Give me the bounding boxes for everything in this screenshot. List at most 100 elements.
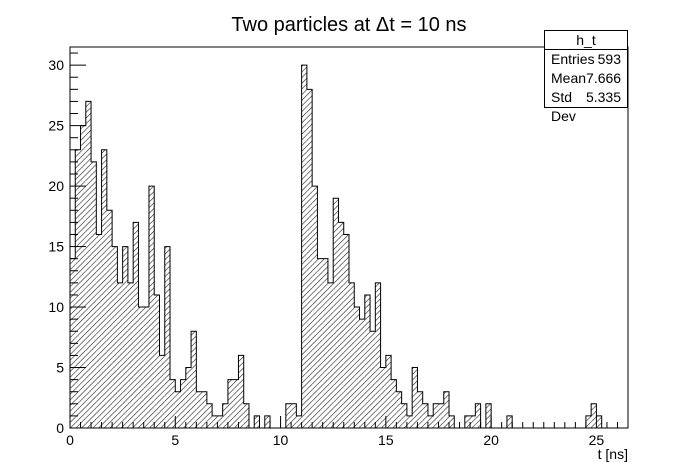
y-tick-label: 15 <box>48 239 64 255</box>
stats-std-row: Std Dev 5.335 <box>545 88 627 124</box>
stats-mean-value: 7.666 <box>586 70 622 86</box>
histogram-bar <box>133 222 139 428</box>
histogram-bar <box>212 415 218 428</box>
x-axis-label: t [ns] <box>598 446 628 462</box>
x-axis: 0 5 10 15 20 25 <box>66 416 629 448</box>
chart-title: Two particles at Δt = 10 ns <box>231 14 466 36</box>
histogram-bar <box>122 246 128 428</box>
histogram-bar <box>370 331 376 428</box>
histogram-bar <box>170 379 176 428</box>
histogram-bar <box>506 415 513 428</box>
stats-mean-label: Mean <box>551 70 587 86</box>
histogram-bar <box>180 379 186 428</box>
histogram-bar <box>222 403 228 428</box>
y-tick-label: 5 <box>56 360 64 376</box>
histogram-bar <box>338 222 344 428</box>
histogram-bar <box>243 403 249 428</box>
histogram-bar <box>127 282 134 428</box>
histogram-bar <box>585 415 592 428</box>
histogram-bar <box>112 246 118 428</box>
stats-box: h_t Entries 593 Mean 7.666 Std Dev 5.335 <box>544 30 628 124</box>
stats-entries-label: Entries <box>551 51 595 67</box>
histogram-bar <box>354 307 360 428</box>
histogram-bar <box>322 258 328 428</box>
histogram-bar <box>75 149 81 429</box>
histogram-bar <box>391 379 397 428</box>
histogram-bar <box>475 403 481 428</box>
histogram-bar <box>375 282 381 428</box>
histogram-bar <box>349 282 355 428</box>
histogram-bar <box>385 355 392 428</box>
y-axis: 0 5 10 15 20 25 30 <box>48 52 86 436</box>
histogram-bar <box>201 391 207 428</box>
histogram-bar <box>359 319 365 428</box>
histogram-bar <box>285 403 292 428</box>
histogram-bar <box>143 307 149 428</box>
histogram-bar <box>422 403 428 428</box>
x-tick-label: 20 <box>483 432 499 448</box>
histogram-bar <box>464 415 471 428</box>
x-tick-label: 15 <box>378 432 394 448</box>
histogram-bar <box>159 355 165 428</box>
plot-frame <box>69 46 629 429</box>
histogram-bar <box>238 355 244 428</box>
y-tick-label: 10 <box>48 299 64 315</box>
x-tick-label: 0 <box>66 432 74 448</box>
histogram-bar <box>164 246 171 428</box>
histogram-bar <box>227 379 234 428</box>
histogram-bar <box>333 198 339 428</box>
histogram-bar <box>196 391 202 428</box>
histogram-bar <box>596 415 602 428</box>
histogram-bar <box>91 161 97 428</box>
histogram-bars <box>70 65 602 429</box>
histogram-bar <box>106 210 113 428</box>
stats-entries-value: 593 <box>597 51 621 67</box>
histogram-bar <box>443 391 450 428</box>
histogram-bar <box>217 415 223 428</box>
histogram-bar <box>591 403 597 428</box>
histogram-bar <box>206 403 213 428</box>
histogram-bar <box>343 234 349 428</box>
y-tick-label: 20 <box>48 178 64 194</box>
histogram-bar <box>175 391 181 428</box>
x-tick-label: 25 <box>589 432 605 448</box>
stats-mean-row: Mean 7.666 <box>545 69 627 88</box>
histogram-bar <box>406 415 413 428</box>
histogram-bar <box>433 403 439 428</box>
histogram-bar <box>185 367 192 428</box>
histogram-bar <box>417 391 423 428</box>
stats-entries-row: Entries 593 <box>545 50 627 69</box>
histogram-bar <box>85 101 92 428</box>
histogram-bar <box>427 415 434 428</box>
y-tick-label: 25 <box>48 118 64 134</box>
histogram-bar <box>296 415 302 428</box>
histogram-bar <box>412 367 418 428</box>
x-tick-label: 10 <box>273 432 289 448</box>
y-tick-label: 30 <box>48 57 64 73</box>
histogram-bar <box>254 415 260 428</box>
histogram-bar <box>117 282 123 428</box>
histogram-bar <box>191 331 197 428</box>
stats-std-label: Std Dev <box>551 89 576 124</box>
histogram-bar <box>312 186 318 428</box>
histogram-bar <box>470 415 476 428</box>
histogram-bar <box>233 379 239 428</box>
histogram-bar <box>364 294 371 428</box>
histogram-bar <box>396 391 402 428</box>
histogram-bar <box>438 403 444 428</box>
histogram-bar <box>148 186 155 428</box>
histogram-bar <box>138 307 144 428</box>
histogram-bar <box>327 282 334 428</box>
y-tick-label: 0 <box>56 420 64 436</box>
stats-histogram-name: h_t <box>545 31 627 50</box>
histogram-bar <box>80 125 86 428</box>
histogram-bar <box>291 403 297 428</box>
histogram-bar <box>301 65 307 429</box>
histogram-bar <box>380 367 386 428</box>
histogram-bar <box>317 258 323 428</box>
stats-std-value: 5.335 <box>585 89 621 105</box>
histogram-bar <box>154 294 160 428</box>
histogram-bar <box>306 89 313 428</box>
x-tick-label: 5 <box>171 432 179 448</box>
